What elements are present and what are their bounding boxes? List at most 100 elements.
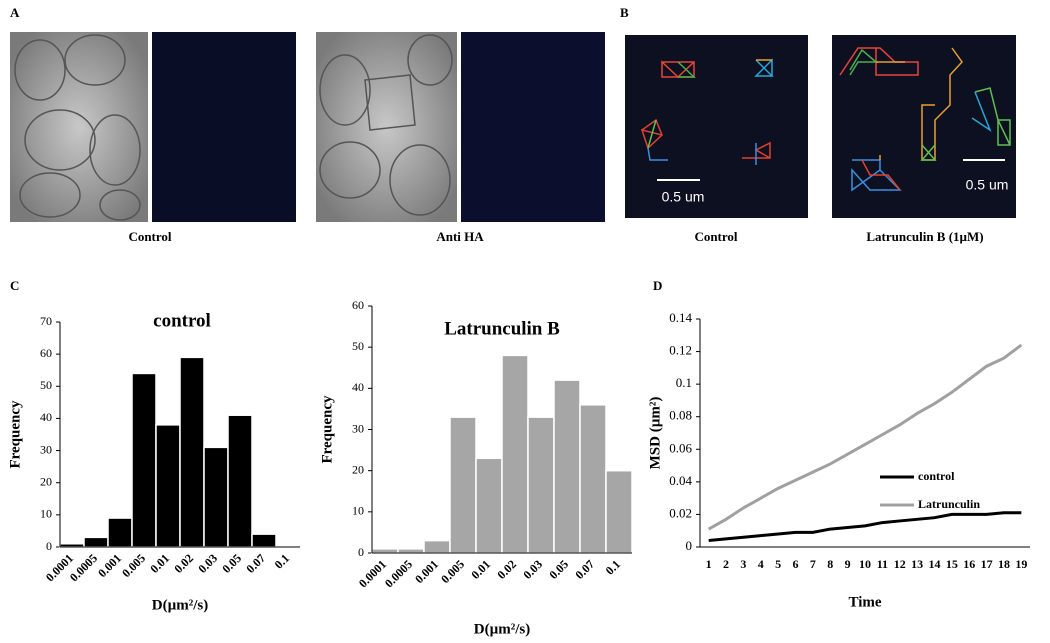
y-tick-label: 0.14 (669, 310, 692, 325)
bar (475, 457, 503, 554)
bar (251, 533, 277, 548)
y-tick-label: 0.12 (669, 343, 692, 358)
x-tick-label: 3 (740, 557, 746, 571)
line-series (707, 343, 1023, 531)
bar (501, 354, 529, 554)
x-tick-label: 0.07 (243, 551, 268, 576)
y-tick-label: 30 (40, 442, 52, 456)
bar (449, 416, 477, 554)
brightfield-image (10, 32, 148, 222)
x-tick-label: 0.1 (272, 551, 293, 572)
y-tick-label: 0 (358, 545, 364, 559)
x-tick-label: 0.02 (171, 551, 196, 576)
bar (553, 379, 581, 554)
x-tick-label: 2 (723, 557, 729, 571)
y-tick-label: 0.1 (676, 375, 692, 390)
bar (527, 416, 555, 554)
micrograph-group (10, 32, 605, 222)
caption: Anti HA (436, 229, 484, 244)
x-tick-label: 0.005 (119, 551, 148, 580)
legend-label: control (918, 469, 955, 483)
x-tick-label: 0.0005 (67, 551, 100, 584)
x-tick-label: 0.005 (438, 557, 467, 586)
y-tick-label: 50 (40, 378, 52, 392)
panel-label: D (653, 278, 662, 293)
bar (227, 414, 253, 548)
y-tick-label: 20 (352, 462, 364, 476)
x-tick-label: 13 (911, 557, 923, 571)
x-tick-label: 16 (963, 557, 975, 571)
scale-bar-label: 0.5 um (966, 177, 1009, 193)
x-tick-label: 14 (928, 557, 940, 571)
bar (397, 548, 425, 554)
x-tick-label: 0.001 (412, 557, 441, 586)
bar (579, 404, 607, 554)
y-tick-label: 40 (40, 410, 52, 424)
x-tick-label: 0.01 (147, 551, 172, 576)
x-axis-label: D(µm²/s) (152, 597, 208, 613)
x-tick-label: 9 (845, 557, 851, 571)
legend-label: Latrunculin (918, 497, 980, 511)
y-axis-label: Frequency (319, 395, 335, 464)
x-tick-label: 18 (998, 557, 1010, 571)
x-tick-label: 0.0001 (356, 557, 389, 590)
x-tick-label: 8 (827, 557, 833, 571)
y-tick-label: 60 (40, 346, 52, 360)
x-tick-label: 0.07 (572, 557, 597, 582)
y-tick-label: 0.04 (669, 473, 692, 488)
caption: Latrunculin B (1µM) (866, 229, 983, 244)
bar (131, 372, 157, 548)
caption: Control (128, 229, 171, 244)
y-tick-label: 10 (40, 507, 52, 521)
x-tick-label: 0.1 (603, 557, 624, 578)
bar (83, 536, 109, 548)
panel-label: B (620, 5, 629, 20)
bar (107, 517, 133, 548)
x-tick-label: 5 (775, 557, 781, 571)
y-tick-label: 0.08 (669, 408, 692, 423)
x-tick-label: 17 (981, 557, 993, 571)
scale-bar-label: 0.5 um (662, 189, 705, 205)
x-tick-label: 1 (706, 557, 712, 571)
x-tick-label: 10 (859, 557, 871, 571)
x-tick-label: 0.03 (520, 557, 545, 582)
bar (179, 356, 205, 548)
bar (203, 446, 229, 548)
x-axis-label: Time (848, 594, 881, 610)
chart-title: Latrunculin B (444, 318, 560, 339)
track-images (625, 35, 1016, 218)
brightfield-image (316, 32, 457, 222)
y-tick-label: 10 (352, 504, 364, 518)
caption: Control (694, 229, 737, 244)
bar (371, 548, 399, 554)
x-tick-label: 6 (793, 557, 799, 571)
fluorescence-image (152, 32, 296, 222)
x-tick-label: 19 (1015, 557, 1027, 571)
tracks (839, 47, 1011, 192)
x-tick-label: 0.05 (546, 557, 571, 582)
x-tick-label: 4 (758, 557, 764, 571)
cell-outlines (14, 34, 141, 221)
y-tick-label: 20 (40, 474, 52, 488)
x-tick-label: 0.02 (494, 557, 519, 582)
x-tick-label: 0.05 (219, 551, 244, 576)
x-tick-label: 15 (946, 557, 958, 571)
chart-title: control (153, 310, 211, 331)
y-tick-label: 0 (686, 538, 693, 553)
y-tick-label: 0.06 (669, 440, 692, 455)
track-image (625, 35, 808, 218)
bar (155, 424, 181, 548)
panel-label: A (10, 5, 20, 20)
y-tick-label: 40 (352, 380, 364, 394)
fluorescence-image (461, 32, 605, 222)
y-tick-label: 50 (352, 339, 364, 353)
x-tick-label: 11 (877, 557, 888, 571)
y-tick-label: 0.02 (669, 505, 692, 520)
line-series (708, 511, 1022, 542)
y-tick-label: 60 (352, 298, 364, 312)
y-axis-label: Frequency (7, 400, 23, 469)
y-tick-label: 0 (46, 539, 52, 553)
x-tick-label: 12 (894, 557, 906, 571)
y-tick-label: 70 (40, 314, 52, 328)
